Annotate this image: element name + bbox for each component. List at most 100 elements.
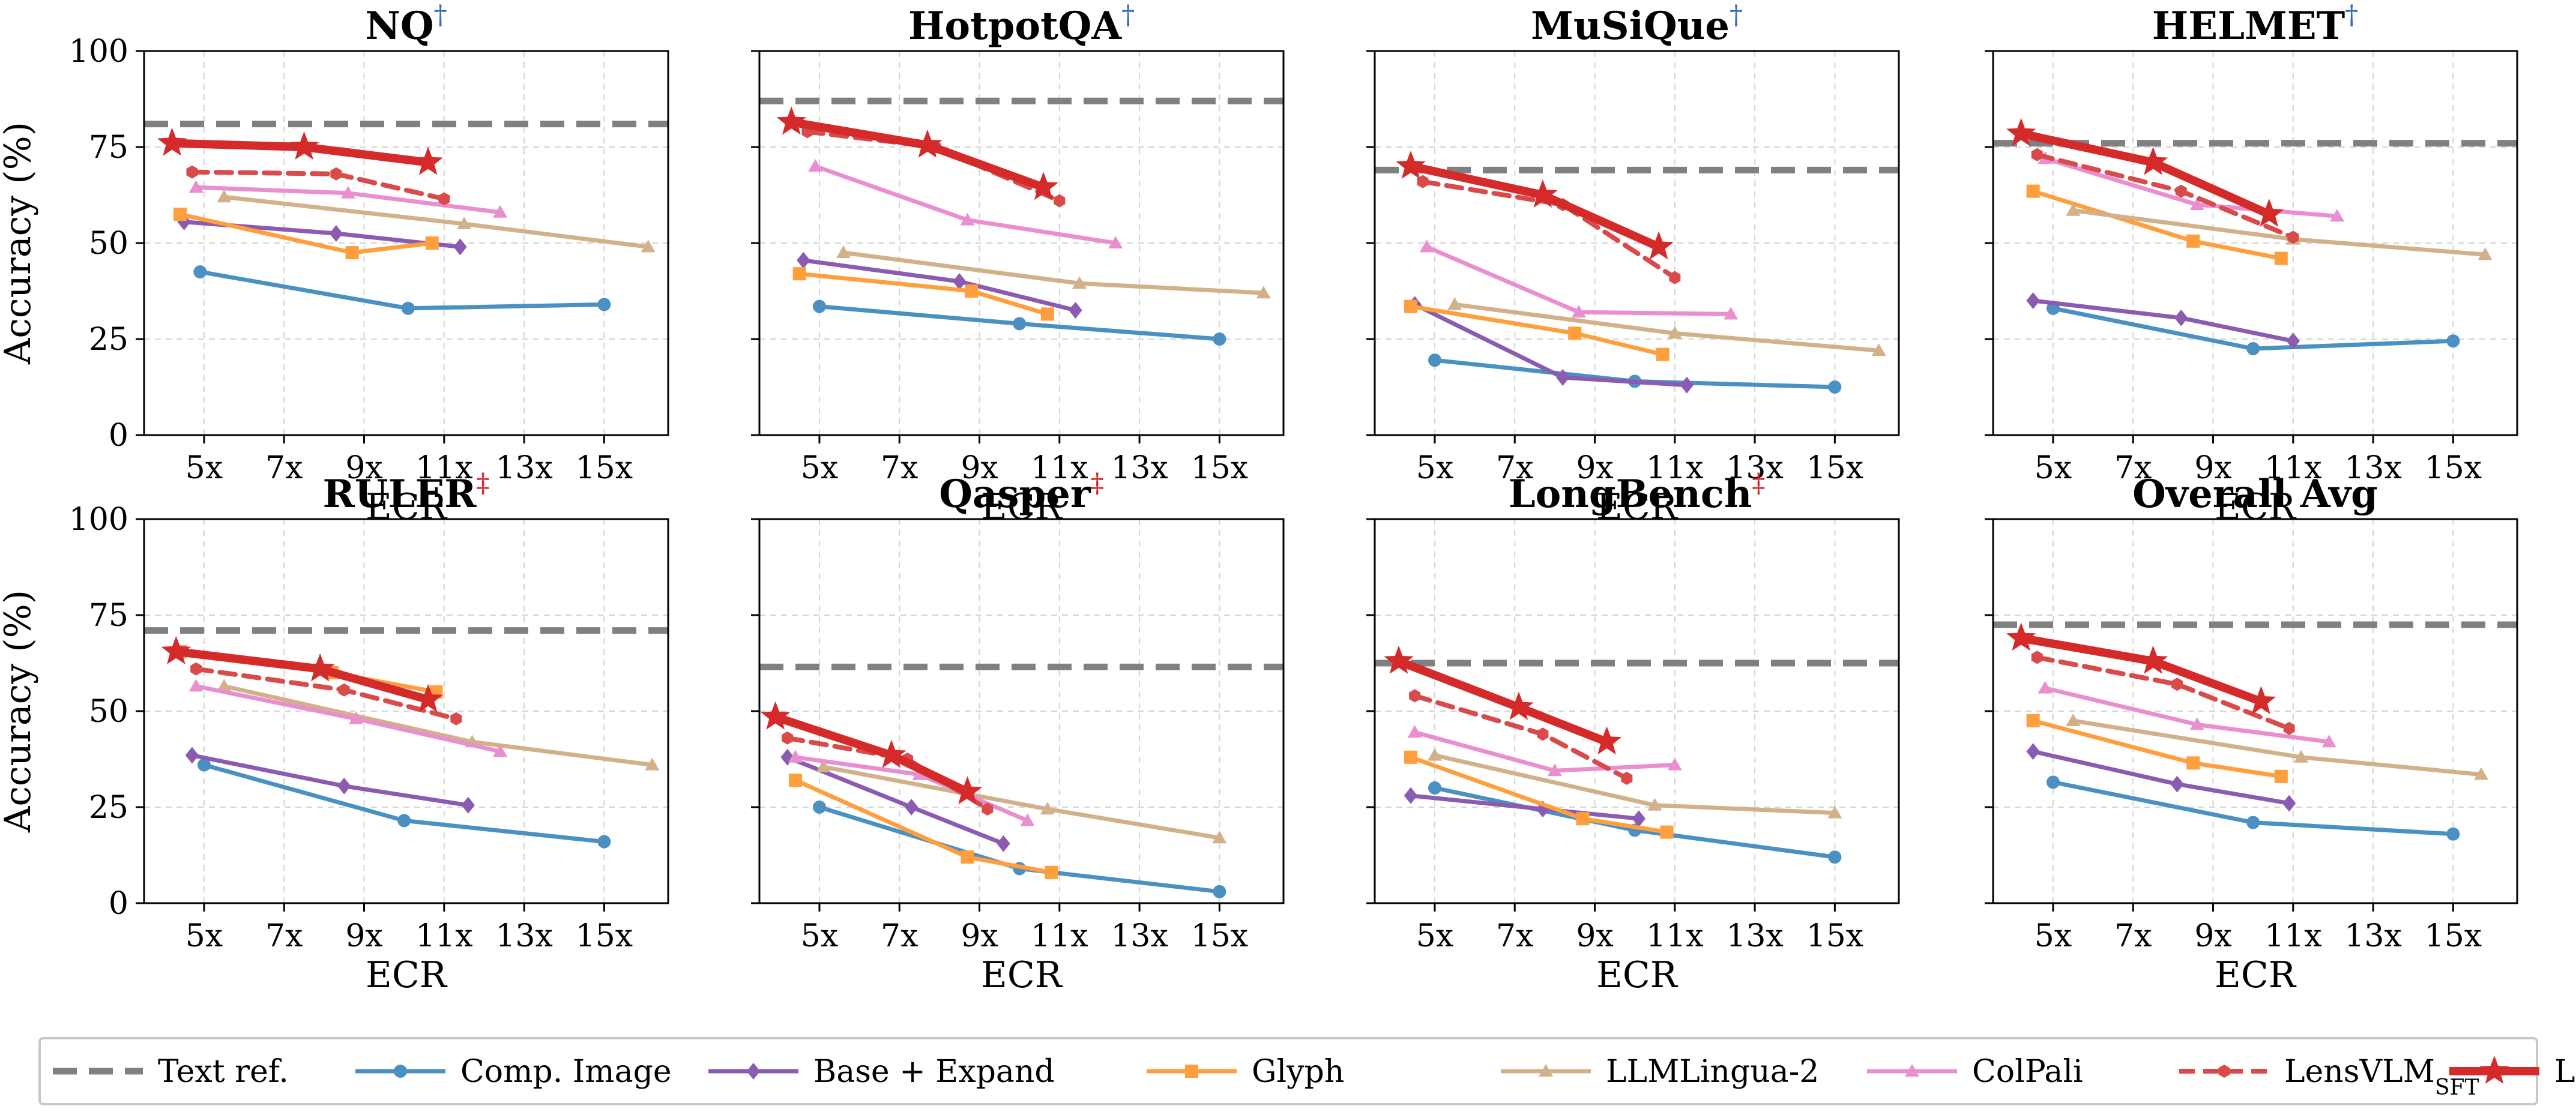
data-point [2321,735,2336,748]
series-line [793,778,1054,875]
series-comp-image [812,299,1226,346]
x-tick-label: 7x [2114,450,2152,486]
data-point [1447,297,1462,310]
data-point [461,796,475,814]
data-point [1417,175,1429,188]
data-point [2026,714,2040,727]
x-tick-label: 15x [576,450,633,486]
x-tick-label: 13x [1726,450,1784,486]
data-point [816,759,831,772]
data-point [1576,812,1590,826]
data-point [2254,199,2284,227]
legend-marker [746,1063,761,1080]
x-tick-label: 13x [1726,918,1784,954]
data-point [2031,148,2043,161]
y-tick-label: 50 [89,694,128,730]
legend-item-comp-image: Comp. Image [355,1054,672,1090]
x-tick-label: 11x [1646,450,1704,486]
data-point [1680,376,1694,394]
x-tick-label: 7x [265,918,303,954]
data-point [1069,302,1082,319]
panel-ruler: 5x 7x 9x 11x 13x 15x 0 25 50 75 100 ECR Accuracy (%)… [0,468,669,996]
x-tick-label: 13x [495,450,553,486]
data-point [1827,805,1842,819]
panel-title-text: Overall Avg [2132,472,2378,517]
x-tick-label: 11x [2264,450,2322,486]
x-tick-label: 7x [265,450,303,486]
data-point [413,684,443,712]
series-line [178,212,435,255]
legend-marker [1905,1064,1919,1077]
x-tick-label: 9x [345,918,382,954]
data-point [2138,645,2168,674]
data-point [2189,197,2204,210]
x-tick-label: 11x [1031,918,1088,954]
x-tick-label: 15x [1191,450,1249,486]
y-tick-label: 25 [89,322,128,358]
data-point [493,744,508,757]
x-tick-label: 5x [2035,450,2072,486]
data-point [1656,347,1670,361]
data-point [2446,827,2460,841]
data-point [1040,802,1055,815]
series-colpali [808,159,1123,248]
legend-item-glyph: Glyph [1147,1054,1344,1090]
panel-title-text: RULER [323,472,477,517]
series-lensvlm-sft [782,731,994,816]
x-axis-title: ECR [2215,486,2297,528]
data-point [2031,651,2043,664]
x-tick-label: 7x [1496,450,1533,486]
data-point [197,758,211,772]
data-point [1669,271,1681,284]
series-llmlingua2 [816,759,1227,844]
data-point [189,679,204,692]
data-point [997,835,1010,852]
legend-label-text: Comp. Image [460,1054,672,1090]
series-comp-image [2046,301,2460,355]
series-glyph [1404,299,1670,361]
data-point [2174,309,2188,326]
series-line [202,763,606,844]
series-colpali [2038,681,2336,748]
x-tick-label: 15x [1806,450,1864,486]
y-tick-label: 100 [69,34,128,70]
series-lensvlm [157,127,443,175]
series-lensvlm [2006,622,2276,715]
series-lensvlm [776,106,1058,200]
series-colpali [189,180,508,218]
data-point [797,251,810,269]
data-point [1045,865,1058,879]
data-point [397,814,411,828]
data-point [782,731,794,745]
x-tick-label: 11x [1031,450,1088,486]
x-tick-label: 13x [1111,918,1168,954]
x-axis-title: ECR [1596,486,1679,528]
data-point [190,662,202,676]
data-point [2246,686,2276,715]
data-point [2006,118,2036,146]
data-point [161,636,192,664]
series-lensvlm [161,636,443,712]
series-base-expand [780,748,1010,852]
panel-title: HELMET† [2152,0,2359,49]
series-lensvlm [2006,118,2284,227]
series-base-expand [1404,787,1646,828]
data-point [780,748,794,766]
data-point [1020,813,1035,826]
x-tick-label: 7x [1496,918,1533,954]
x-tick-label: 9x [2194,918,2231,954]
panel-helmet: 5x 7x 9x 11x 13x 15x ECR HELMET† [1985,0,2518,528]
data-point [2038,681,2053,694]
data-point [1504,691,1534,720]
data-point [349,711,364,724]
data-point [1427,748,1442,761]
data-point [185,747,199,764]
x-tick-label: 15x [2425,450,2482,486]
data-point [982,802,994,816]
y-axis-title: Accuracy (%) [0,590,39,833]
data-point [305,653,335,682]
data-point [438,192,450,206]
data-point [912,767,927,780]
